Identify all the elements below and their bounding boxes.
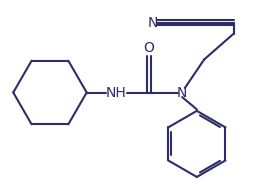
- Text: N: N: [177, 85, 187, 100]
- Text: NH: NH: [106, 85, 127, 100]
- Text: O: O: [144, 41, 155, 55]
- Text: N: N: [148, 16, 158, 30]
